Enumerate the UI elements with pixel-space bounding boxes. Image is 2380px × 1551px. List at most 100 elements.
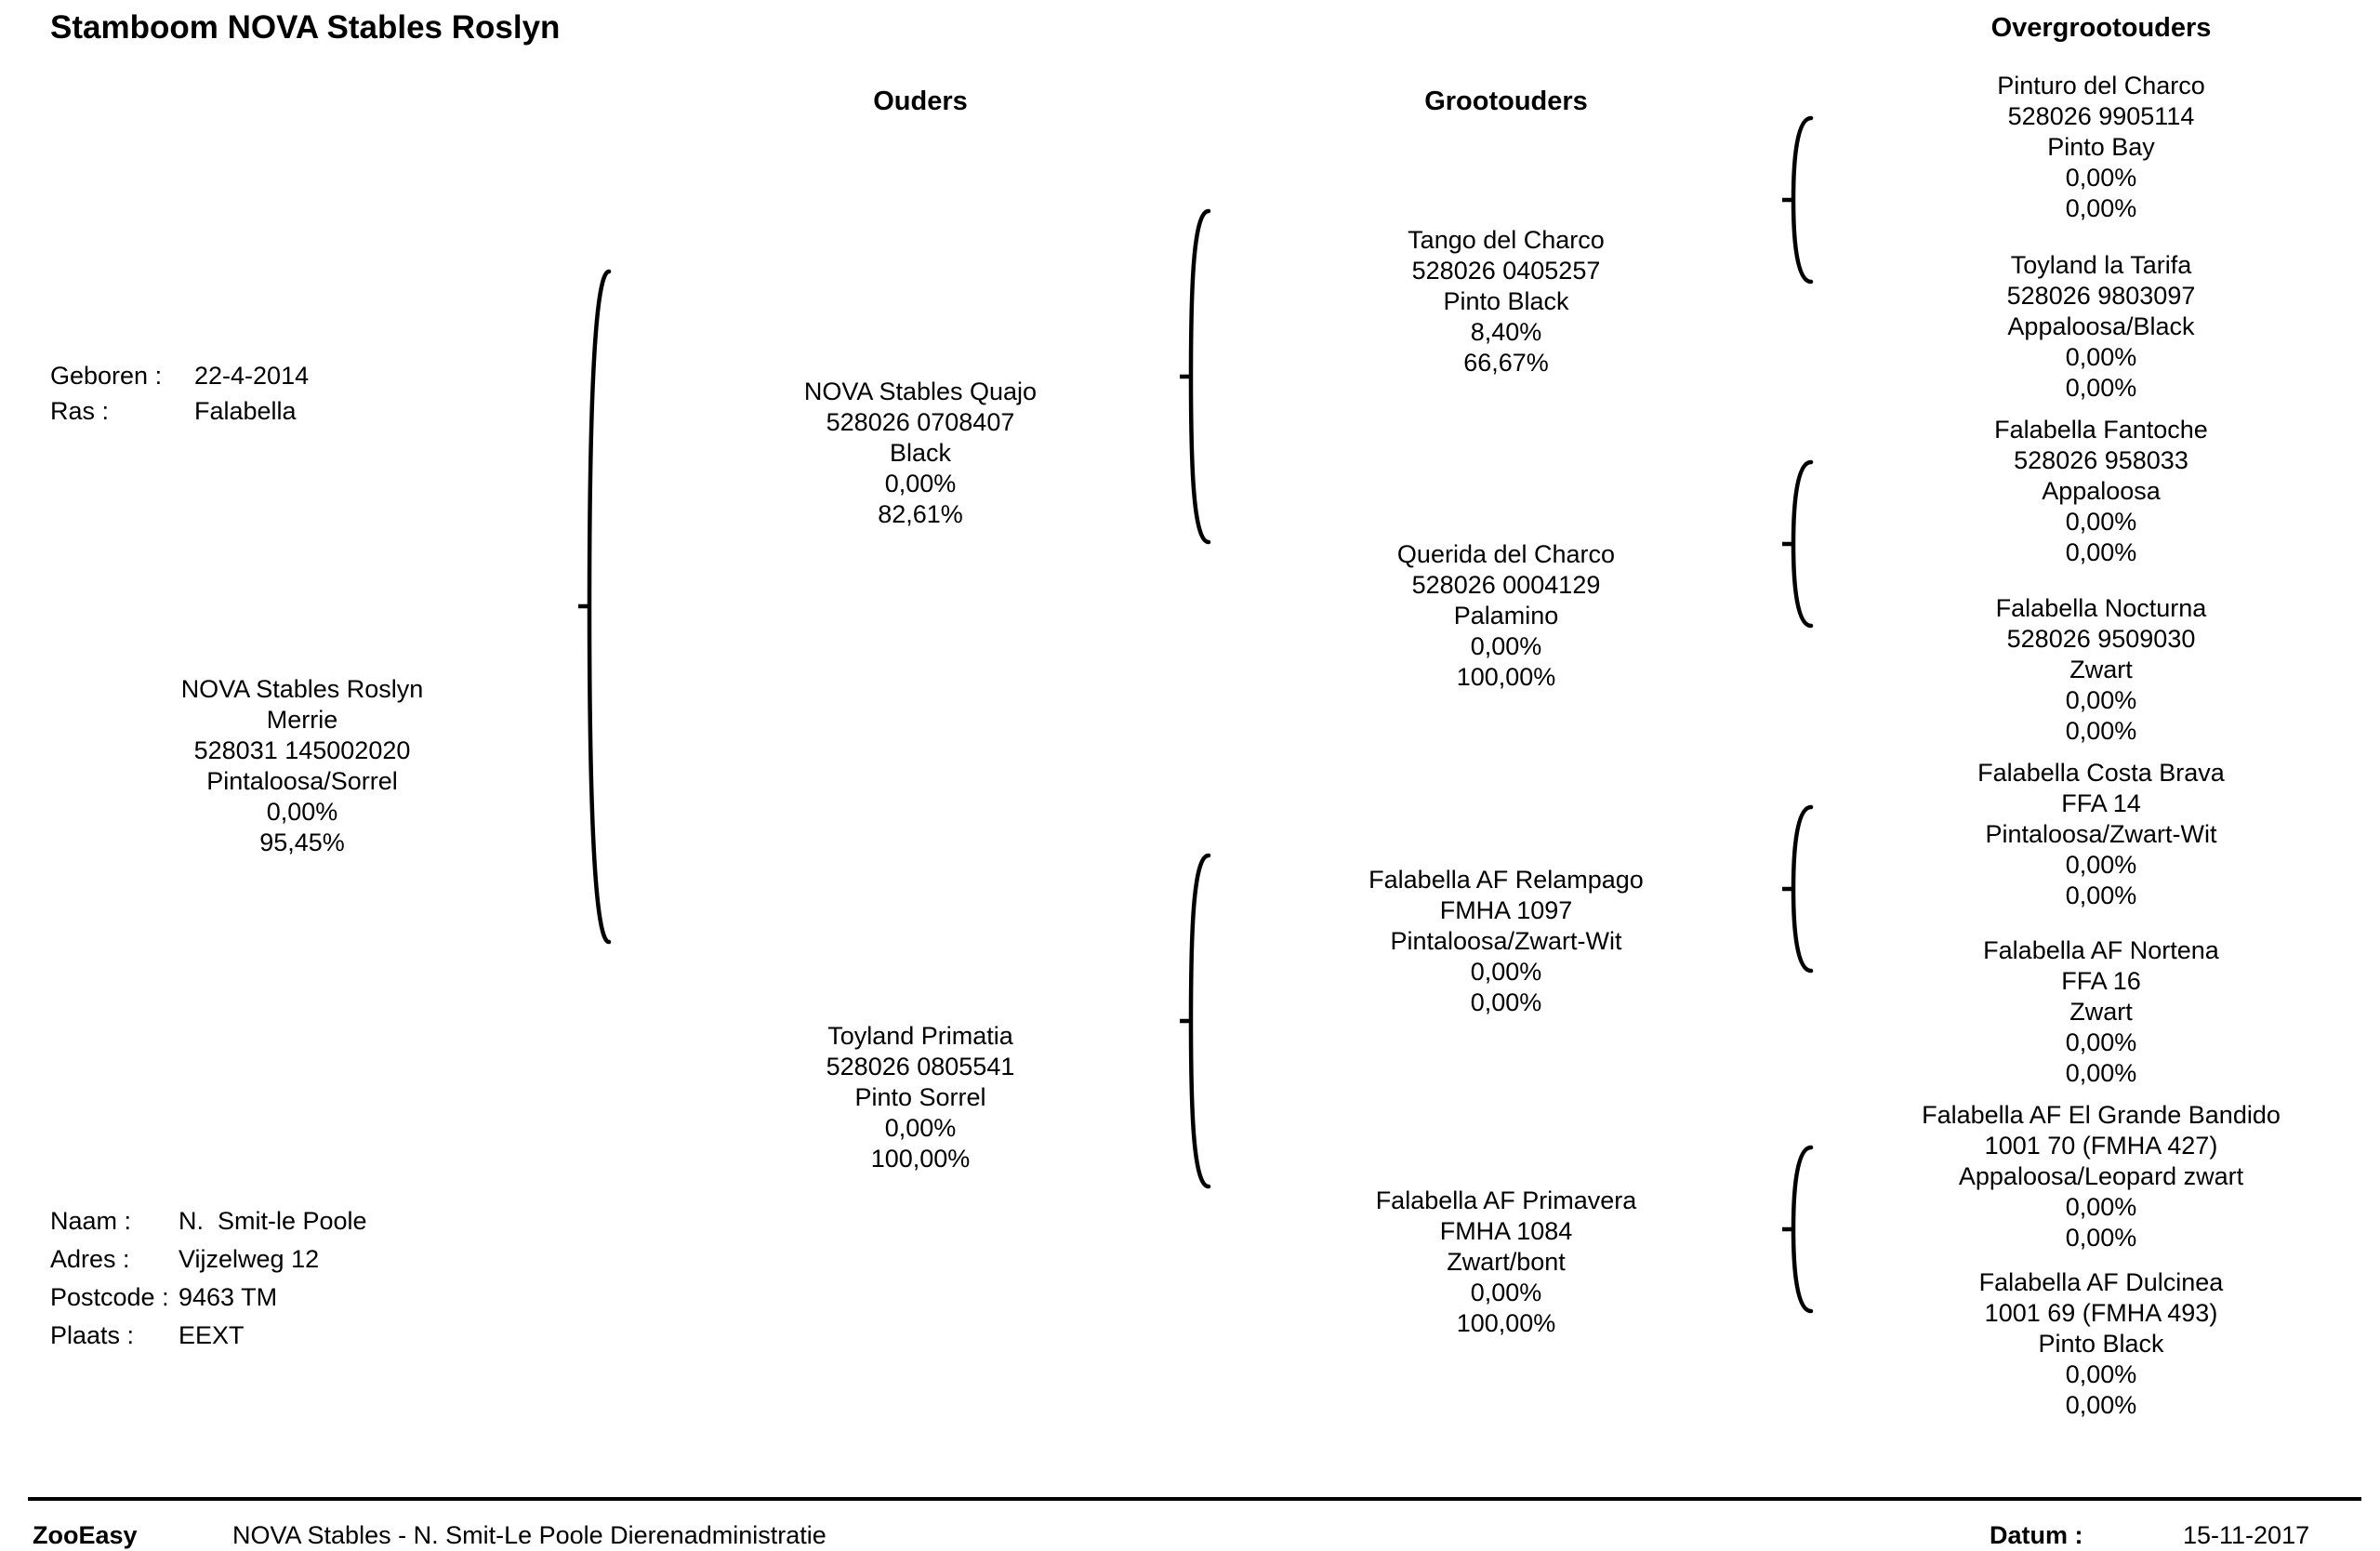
brace-grandparent-2 [1782,459,1814,629]
great-grandparent-id: 528026 958033 [2014,446,2188,474]
parent-id: 528026 0708407 [826,408,1015,436]
great-grandparent-percentage: 0,00% [2065,717,2137,745]
great-grandparent-id: FFA 14 [2061,789,2141,817]
great-grandparent-percentage: 0,00% [2065,1391,2137,1419]
column-header-great-grandparents: Overgrootouders [1990,13,2212,43]
subject-name: NOVA Stables Roslyn [180,675,424,703]
great-grandparent-id: 1001 70 (FMHA 427) [1984,1132,2218,1160]
great-grandparent-block: Falabella AF Nortena FFA 16 Zwart 0,00% … [1878,935,2324,1089]
parent-name: NOVA Stables Quajo [803,378,1038,405]
great-grandparent-color: Appaloosa/Black [2007,312,2195,340]
great-grandparent-inbreeding: 0,00% [2065,1193,2137,1221]
great-grandparent-id: 528026 9905114 [2007,102,2195,130]
subject-color: Pintaloosa/Sorrel [206,767,398,795]
owner-name-row: Naam : N. Smit-le Poole [50,1202,367,1240]
great-grandparent-inbreeding: 0,00% [2065,686,2137,714]
subject-inbreeding: 0,00% [266,798,338,826]
great-grandparent-percentage: 0,00% [2065,882,2137,909]
great-grandparent-inbreeding: 0,00% [2065,164,2137,192]
parent-color: Black [889,439,952,467]
grandparent-inbreeding: 0,00% [1470,958,1542,986]
great-grandparent-name: Falabella Fantoche [1994,416,2208,444]
grandparent-color: Pintaloosa/Zwart-Wit [1390,927,1622,955]
parent-id: 528026 0805541 [826,1053,1015,1080]
grandparent-id: FMHA 1084 [1439,1217,1573,1245]
page-title: Stamboom NOVA Stables Roslyn [50,9,561,46]
grandparent-percentage: 100,00% [1456,1309,1556,1337]
great-grandparent-inbreeding: 0,00% [2065,851,2137,879]
footer-date-value: 15-11-2017 [2183,1521,2310,1549]
great-grandparent-color: Pintaloosa/Zwart-Wit [1985,820,2217,848]
great-grandparent-color: Pinto Bay [2047,133,2155,161]
parent-percentage: 82,61% [878,500,963,528]
great-grandparent-block: Falabella Costa Brava FFA 14 Pintaloosa/… [1878,758,2324,911]
parent-block: NOVA Stables Quajo 528026 0708407 Black … [734,377,1106,530]
great-grandparent-percentage: 0,00% [2065,1224,2137,1252]
great-grandparent-color: Appaloosa [2042,477,2161,505]
subject-sex: Merrie [266,706,338,734]
great-grandparent-id: 528026 9803097 [2006,282,2196,310]
grandparent-name: Querida del Charco [1396,540,1616,568]
grandparent-percentage: 66,67% [1463,349,1549,377]
breed-row: Ras : Falabella [50,396,309,427]
great-grandparent-name: Falabella Costa Brava [1977,759,2225,787]
grandparent-id: 528026 0405257 [1411,257,1601,285]
breed-label: Ras : [50,397,110,425]
breed-value: Falabella [194,397,297,425]
parent-name: Toyland Primatia [827,1022,1013,1050]
parent-color: Pinto Sorrel [854,1083,986,1111]
grandparent-block: Querida del Charco 528026 0004129 Palami… [1311,539,1701,693]
grandparent-block: Falabella AF Relampago FMHA 1097 Pintalo… [1311,865,1701,1018]
great-grandparent-name: Pinturo del Charco [1997,72,2205,99]
owner-postcode-value: 9463 TM [178,1283,278,1311]
footer-divider [28,1497,2361,1501]
footer-date-label: Datum : [1990,1521,2083,1549]
column-header-grandparents: Grootouders [1424,86,1588,116]
owner-name-label: Naam : [50,1207,132,1235]
great-grandparent-inbreeding: 0,00% [2065,508,2137,536]
owner-city-row: Plaats : EEXT [50,1317,367,1355]
great-grandparent-inbreeding: 0,00% [2065,343,2137,371]
grandparent-name: Falabella AF Relampago [1368,866,1644,894]
great-grandparent-name: Toyland la Tarifa [2010,251,2192,279]
owner-city-label: Plaats : [50,1321,135,1349]
grandparent-id: FMHA 1097 [1439,896,1573,924]
brace-grandparent-3 [1782,804,1814,974]
grandparent-color: Palamino [1453,602,1559,630]
great-grandparent-percentage: 0,00% [2065,538,2137,566]
great-grandparent-color: Zwart [2069,998,2133,1026]
great-grandparent-name: Falabella AF El Grande Bandido [1922,1101,2281,1129]
grandparent-block: Falabella AF Primavera FMHA 1084 Zwart/b… [1311,1186,1701,1339]
subject-block: NOVA Stables Roslyn Merrie 528031 145002… [116,674,488,858]
owner-address-label: Adres : [50,1245,130,1273]
owner-postcode-row: Postcode : 9463 TM [50,1279,367,1317]
brace-subject [577,269,612,945]
great-grandparent-block: Pinturo del Charco 528026 9905114 Pinto … [1878,71,2324,224]
grandparent-percentage: 0,00% [1470,988,1542,1016]
subject-percentage: 95,45% [259,829,345,856]
born-label: Geboren : [50,362,163,390]
grandparent-inbreeding: 8,40% [1470,318,1542,346]
great-grandparent-inbreeding: 0,00% [2065,1028,2137,1056]
owner-address-value: Vijzelweg 12 [178,1245,320,1273]
grandparent-id: 528026 0004129 [1411,571,1601,599]
brace-grandparent-1 [1782,115,1814,285]
grandparent-inbreeding: 0,00% [1470,1279,1542,1306]
born-value: 22-4-2014 [194,362,310,390]
great-grandparent-percentage: 0,00% [2065,1059,2137,1087]
parent-inbreeding: 0,00% [884,1114,957,1142]
owner-info: Naam : N. Smit-le Poole Adres : Vijzelweg … [50,1202,367,1355]
born-row: Geboren : 22-4-2014 [50,361,309,396]
owner-address-row: Adres : Vijzelweg 12 [50,1240,367,1279]
parent-inbreeding: 0,00% [884,470,957,497]
great-grandparent-block: Falabella Fantoche 528026 958033 Appaloo… [1878,415,2324,568]
brace-parent-1 [1180,208,1211,545]
grandparent-percentage: 100,00% [1456,663,1556,691]
brace-grandparent-4 [1782,1145,1814,1314]
footer-brand: ZooEasy [33,1521,138,1549]
grandparent-name: Tango del Charco [1408,226,1605,254]
great-grandparent-name: Falabella Nocturna [1995,594,2207,622]
great-grandparent-color: Appaloosa/Leopard zwart [1958,1162,2244,1190]
parent-block: Toyland Primatia 528026 0805541 Pinto So… [734,1021,1106,1174]
great-grandparent-id: 528026 9509030 [2006,625,2196,653]
